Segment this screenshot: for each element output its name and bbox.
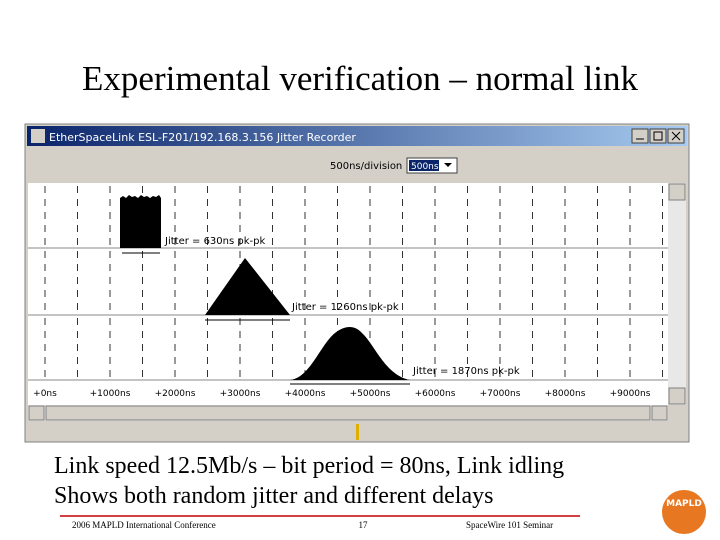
jitter-label: Jitter = 1260ns pk-pk (291, 302, 399, 313)
axis-label: +6000ns (415, 389, 456, 399)
footer-center: 17 (359, 520, 369, 530)
caption: Shows both random jitter and different d… (54, 483, 493, 509)
vertical-scrollbar[interactable] (668, 183, 686, 405)
caption: Link speed 12.5Mb/s – bit period = 80ns,… (54, 453, 564, 479)
histogram-2 (205, 258, 290, 315)
slide-title: Experimental verification – normal link (82, 59, 638, 98)
jitter-label: Jitter = 630ns pk-pk (164, 236, 265, 247)
select-highlight (409, 160, 439, 171)
division-select-value: 500ns (411, 162, 439, 172)
axis-label: +7000ns (480, 389, 521, 399)
range-bars (122, 252, 410, 385)
app-icon (31, 129, 45, 143)
window-title: EtherSpaceLink ESL-F201/192.168.3.156 Ji… (49, 131, 356, 144)
axis-label: +8000ns (545, 389, 586, 399)
maximize-button[interactable] (649, 128, 667, 144)
scroll-down[interactable] (668, 387, 686, 405)
axis-label: +2000ns (155, 389, 196, 399)
axis-label: +3000ns (220, 389, 261, 399)
footer-left: 2006 MAPLD International Conference (72, 520, 216, 530)
logo-text: MAPLD (666, 499, 702, 509)
axis-label: +9000ns (610, 389, 651, 399)
division-label: 500ns/division (330, 161, 402, 172)
window-controls[interactable] (631, 128, 685, 144)
axis-label: +0ns (33, 389, 57, 399)
jitter-label: Jitter = 1870ns pk-pk (412, 366, 520, 377)
footer-right: SpaceWire 101 Seminar (466, 520, 553, 530)
scroll-left[interactable] (28, 405, 45, 421)
scroll-right[interactable] (651, 405, 668, 421)
histogram-3 (290, 327, 410, 380)
scroll-thumb[interactable] (45, 405, 651, 421)
histogram-1 (120, 195, 161, 248)
logo (662, 490, 706, 534)
axis-label: +1000ns (90, 389, 131, 399)
axis-label: +5000ns (350, 389, 391, 399)
scroll-up[interactable] (668, 183, 686, 201)
marker (356, 424, 359, 440)
minimize-button[interactable] (631, 128, 649, 144)
title-bar (27, 126, 687, 146)
axis-label: +4000ns (285, 389, 326, 399)
